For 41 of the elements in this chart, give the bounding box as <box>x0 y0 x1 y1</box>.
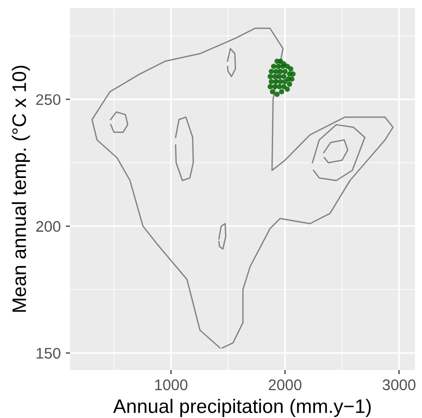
point <box>290 71 296 77</box>
point <box>268 68 274 74</box>
line-series <box>110 111 128 133</box>
point <box>278 68 284 74</box>
point <box>273 68 279 74</box>
point <box>279 89 284 94</box>
line-series <box>174 116 194 182</box>
x-tick-label: 3000 <box>382 379 416 390</box>
point <box>272 74 278 80</box>
point <box>288 66 294 72</box>
point <box>272 84 278 90</box>
point <box>268 74 273 80</box>
x-tick-label: 1000 <box>155 379 188 390</box>
point <box>273 78 279 84</box>
point <box>280 64 286 69</box>
y-tick-label: 200 <box>36 221 60 232</box>
line-series <box>226 48 236 78</box>
point <box>276 74 282 80</box>
point <box>286 82 292 87</box>
y-tick-label: 250 <box>36 94 60 106</box>
x-tick-label: 2000 <box>268 379 302 390</box>
y-axis-title: Mean annual temp. (°C x 10) <box>12 66 30 312</box>
point <box>274 92 280 97</box>
point <box>282 68 288 74</box>
point <box>271 64 276 69</box>
line-series <box>218 223 226 250</box>
point <box>276 84 282 90</box>
point <box>276 64 281 69</box>
y-tick-label: 150 <box>36 348 60 359</box>
point <box>282 78 288 84</box>
point <box>284 86 290 92</box>
x-axis-title: Annual precipitation (mm.y−1) <box>113 398 371 417</box>
line-series <box>91 28 394 349</box>
point <box>281 74 286 80</box>
point <box>268 84 273 90</box>
point <box>289 76 294 82</box>
line-series <box>312 124 366 182</box>
point <box>270 89 276 94</box>
point <box>278 78 284 84</box>
point <box>268 78 274 84</box>
line-series <box>323 139 348 164</box>
